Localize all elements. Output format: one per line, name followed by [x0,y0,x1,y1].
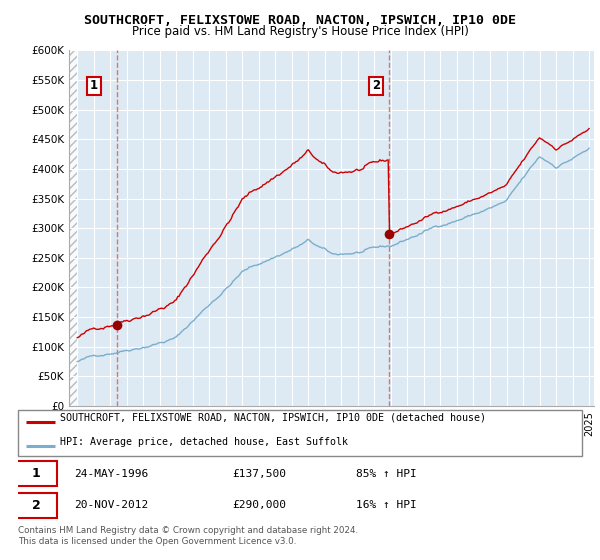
Text: 85% ↑ HPI: 85% ↑ HPI [356,469,417,479]
Text: 24-MAY-1996: 24-MAY-1996 [74,469,149,479]
FancyBboxPatch shape [15,461,58,486]
Text: £137,500: £137,500 [232,469,286,479]
FancyBboxPatch shape [18,410,582,456]
Text: HPI: Average price, detached house, East Suffolk: HPI: Average price, detached house, East… [60,437,348,447]
Text: 2: 2 [372,80,380,92]
Text: £290,000: £290,000 [232,500,286,510]
Text: Price paid vs. HM Land Registry's House Price Index (HPI): Price paid vs. HM Land Registry's House … [131,25,469,38]
Text: 20-NOV-2012: 20-NOV-2012 [74,500,149,510]
Polygon shape [69,50,77,406]
Text: SOUTHCROFT, FELIXSTOWE ROAD, NACTON, IPSWICH, IP10 0DE: SOUTHCROFT, FELIXSTOWE ROAD, NACTON, IPS… [84,14,516,27]
Text: 1: 1 [90,80,98,92]
Text: SOUTHCROFT, FELIXSTOWE ROAD, NACTON, IPSWICH, IP10 0DE (detached house): SOUTHCROFT, FELIXSTOWE ROAD, NACTON, IPS… [60,413,487,423]
Text: Contains HM Land Registry data © Crown copyright and database right 2024.
This d: Contains HM Land Registry data © Crown c… [18,526,358,546]
FancyBboxPatch shape [15,493,58,517]
Text: 2: 2 [32,498,40,512]
Text: 1: 1 [32,467,40,480]
Text: 16% ↑ HPI: 16% ↑ HPI [356,500,417,510]
